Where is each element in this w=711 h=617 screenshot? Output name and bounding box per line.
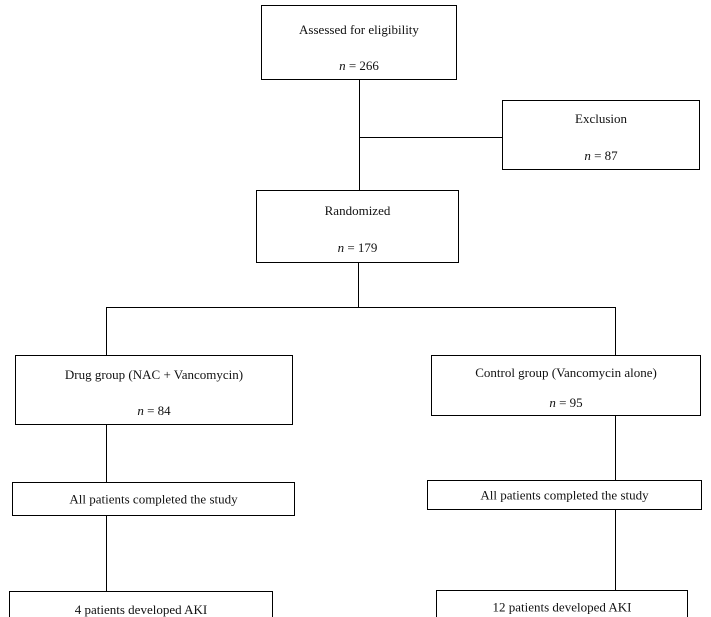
drug-completed-box: All patients completed the study [12, 482, 295, 516]
drug-completed-label: All patients completed the study [69, 491, 238, 507]
drug-aki-label: 4 patients developed AKI [74, 602, 208, 617]
connector-branch-left [106, 307, 107, 355]
drug-group-box: Drug group (NAC + Vancomycin) n = 84 [15, 355, 293, 425]
connector-control-to-completed [615, 416, 616, 480]
control-group-count: n = 95 [549, 395, 583, 410]
randomized-count: n = 179 [337, 240, 378, 255]
connector-branch-horizontal [106, 307, 615, 308]
connector-branch-right [615, 307, 616, 355]
randomized-box: Randomized n = 179 [256, 190, 459, 263]
exclusion-label: Exclusion [575, 111, 627, 126]
drug-aki-box: 4 patients developed AKI [9, 591, 273, 617]
connector-eligibility-to-randomized [359, 80, 360, 190]
randomized-label: Randomized [324, 203, 391, 218]
connector-randomized-down [358, 263, 359, 307]
control-completed-box: All patients completed the study [427, 480, 702, 510]
control-aki-box: 12 patients developed AKI [436, 590, 688, 617]
control-group-label: Control group (Vancomycin alone) [475, 365, 657, 380]
eligibility-box: Assessed for eligibility n = 266 [261, 5, 457, 80]
control-completed-label: All patients completed the study [480, 487, 649, 503]
eligibility-count: n = 266 [339, 58, 379, 73]
control-group-box: Control group (Vancomycin alone) n = 95 [431, 355, 701, 416]
connector-control-completed-to-aki [615, 510, 616, 590]
drug-group-count: n = 84 [137, 403, 171, 418]
control-aki-label: 12 patients developed AKI [492, 599, 632, 615]
eligibility-label: Assessed for eligibility [299, 22, 419, 37]
connector-drug-completed-to-aki [106, 516, 107, 591]
connector-drug-to-completed [106, 425, 107, 482]
exclusion-box: Exclusion n = 87 [502, 100, 700, 170]
drug-group-label: Drug group (NAC + Vancomycin) [64, 367, 244, 382]
exclusion-count: n = 87 [584, 148, 618, 163]
connector-to-exclusion [359, 137, 502, 138]
